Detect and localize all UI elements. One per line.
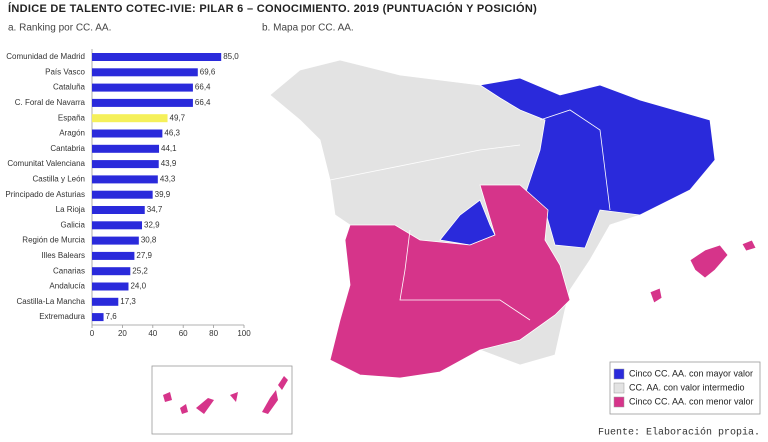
category-label: C. Foral de Navarra (15, 98, 86, 107)
value-label: 49,7 (170, 113, 186, 122)
category-label: Castilla-La Mancha (17, 297, 86, 306)
bar (92, 206, 145, 214)
map (151, 59, 761, 435)
map-border (399, 229, 531, 321)
value-label: 7,6 (106, 312, 118, 321)
category-label: Comunidad de Madrid (6, 52, 85, 61)
value-label: 17,3 (120, 297, 136, 306)
bar (92, 68, 198, 77)
category-label: Illes Balears (41, 251, 85, 260)
value-label: 30,8 (141, 236, 157, 245)
bar (92, 83, 193, 92)
value-label: 24,0 (130, 282, 146, 291)
source: Fuente: Elaboración propia. (598, 427, 760, 439)
bar (92, 175, 158, 184)
category-label: País Vasco (45, 67, 85, 76)
map-border (539, 109, 611, 211)
value-label: 32,9 (144, 220, 160, 229)
value-label: 43,3 (160, 175, 176, 184)
bar (92, 297, 119, 306)
map-border (329, 144, 521, 181)
bar (92, 160, 159, 169)
map-bottom (230, 392, 238, 402)
bar (92, 114, 168, 123)
category-label: Extremadura (39, 312, 85, 321)
x-tick-label: 60 (179, 329, 188, 338)
map-bottom (180, 404, 188, 414)
bar (92, 53, 222, 61)
map-bottom (649, 287, 663, 304)
bar (92, 129, 163, 138)
inset-box (151, 365, 293, 435)
legend-label: Cinco CC. AA. con mayor valor (629, 368, 753, 378)
legend-swatch (613, 396, 625, 408)
bar (92, 267, 131, 276)
value-label: 34,7 (147, 205, 163, 214)
value-label: 85,0 (223, 52, 239, 61)
value-label: 43,9 (161, 159, 177, 168)
category-label: Región de Murcia (22, 236, 85, 245)
legend-label: CC. AA. con valor intermedio (629, 382, 745, 392)
map-bottom (329, 184, 571, 379)
value-label: 66,4 (195, 83, 211, 92)
category-label: España (58, 113, 86, 122)
bar (92, 282, 129, 291)
category-label: La Rioja (56, 205, 86, 214)
legend-swatch (613, 368, 625, 380)
map-top (478, 77, 716, 249)
value-label: 39,9 (155, 190, 171, 199)
legend-box (609, 361, 761, 415)
value-label: 27,9 (136, 251, 152, 260)
map-bottom (163, 392, 172, 402)
category-label: Principado de Asturias (5, 190, 85, 199)
category-label: Castilla y León (33, 175, 85, 184)
map-bottom (196, 398, 214, 414)
category-label: Canarias (53, 266, 85, 275)
value-label: 66,4 (195, 98, 211, 107)
bar (92, 313, 104, 322)
x-tick-label: 80 (209, 329, 218, 338)
bar (92, 221, 143, 230)
legend-label: Cinco CC. AA. con menor valor (629, 396, 754, 406)
x-tick-label: 20 (118, 329, 127, 338)
legend-swatch (613, 382, 625, 394)
category-label: Aragón (59, 129, 85, 138)
bar (92, 98, 193, 107)
chart-subtitle: a. Ranking por CC. AA. (8, 23, 111, 34)
map-bottom (262, 390, 278, 414)
category-label: Cataluña (53, 83, 86, 92)
category-label: Cantabria (50, 144, 85, 153)
page-title: ÍNDICE DE TALENTO COTEC-IVIE: PILAR 6 – … (8, 2, 537, 15)
category-label: Galicia (61, 220, 86, 229)
value-label: 46,3 (164, 129, 180, 138)
value-label: 44,1 (161, 144, 177, 153)
map-bottom (278, 376, 288, 390)
category-label: Comunitat Valenciana (7, 159, 85, 168)
x-tick-label: 100 (237, 329, 251, 338)
map-subtitle: b. Mapa por CC. AA. (262, 23, 354, 34)
bar (92, 190, 153, 199)
category-label: Andalucía (49, 282, 85, 291)
value-label: 25,2 (132, 266, 148, 275)
bar (92, 144, 160, 153)
bar (92, 236, 139, 245)
map-bottom (689, 244, 729, 279)
x-tick-label: 0 (90, 329, 95, 338)
bar (92, 251, 135, 260)
value-label: 69,6 (200, 67, 216, 76)
map-bottom (741, 239, 757, 252)
x-tick-label: 40 (148, 329, 157, 338)
